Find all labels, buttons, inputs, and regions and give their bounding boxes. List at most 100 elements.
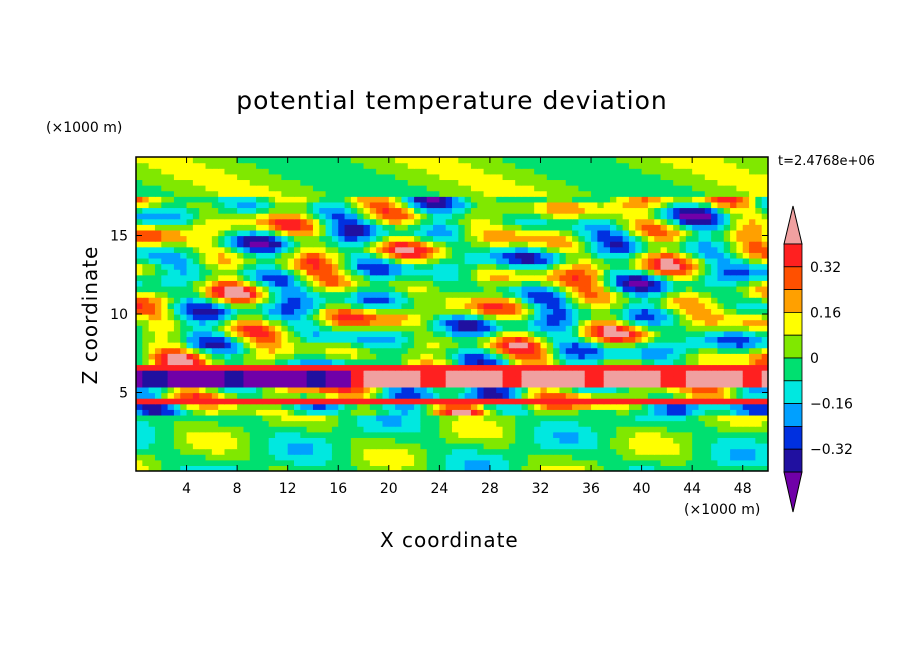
field-cell <box>407 386 415 394</box>
field-cell <box>439 431 447 438</box>
field-cell <box>559 370 567 377</box>
field-cell <box>262 196 270 203</box>
field-cell <box>161 459 169 466</box>
field-cell <box>357 347 365 354</box>
field-cell <box>553 257 561 265</box>
field-cell <box>300 325 308 332</box>
field-cell <box>205 224 213 231</box>
field-cell <box>192 459 200 466</box>
field-cell <box>388 308 396 315</box>
field-cell <box>268 190 276 197</box>
field-cell <box>666 229 674 237</box>
field-cell <box>603 420 611 427</box>
field-cell <box>218 207 226 214</box>
field-cell <box>376 207 384 214</box>
field-cell <box>673 336 681 343</box>
field-cell <box>666 314 674 321</box>
field-cell <box>230 392 238 399</box>
field-cell <box>692 358 700 366</box>
field-cell <box>616 330 624 338</box>
field-cell <box>717 246 725 253</box>
field-cell <box>502 213 510 220</box>
field-cell <box>142 347 150 354</box>
field-cell <box>281 392 289 399</box>
field-cell <box>262 319 270 326</box>
field-cell <box>426 280 434 287</box>
field-cell <box>401 190 409 197</box>
field-cell <box>281 291 289 298</box>
field-cell <box>192 465 200 471</box>
field-cell <box>641 280 649 287</box>
field-cell <box>641 454 649 461</box>
field-cell <box>205 308 213 315</box>
field-cell <box>673 375 681 382</box>
field-cell <box>692 190 700 197</box>
field-cell <box>161 465 169 471</box>
field-cell <box>704 420 712 427</box>
field-cell <box>376 454 384 461</box>
field-cell <box>692 342 700 349</box>
field-cell <box>414 426 421 433</box>
field-cell <box>331 325 339 332</box>
field-cell <box>711 437 719 444</box>
field-cell <box>477 263 485 270</box>
field-cell <box>395 218 403 225</box>
field-cell <box>319 437 327 444</box>
field-cell <box>610 409 617 416</box>
field-cell <box>300 291 308 298</box>
field-cell <box>553 196 561 203</box>
field-cell <box>603 414 611 422</box>
field-cell <box>319 448 327 455</box>
field-cell <box>723 448 731 455</box>
field-cell <box>331 302 339 309</box>
field-cell <box>470 308 478 315</box>
field-cell <box>407 241 415 248</box>
field-cell <box>622 426 630 433</box>
field-cell <box>736 257 744 265</box>
field-cell <box>730 353 737 360</box>
field-cell <box>433 213 440 220</box>
field-cell <box>426 442 434 450</box>
field-cell <box>350 398 358 405</box>
field-cell <box>161 431 169 438</box>
field-cell <box>433 252 440 259</box>
field-cell <box>275 274 282 281</box>
field-cell <box>167 370 175 377</box>
field-cell <box>192 308 200 315</box>
field-cell <box>224 403 232 410</box>
field-cell <box>230 381 238 388</box>
field-cell <box>660 426 668 433</box>
field-cell <box>685 358 693 366</box>
field-cell <box>578 213 586 220</box>
field-cell <box>338 442 346 450</box>
field-cell <box>249 257 257 265</box>
field-cell <box>628 190 636 197</box>
field-cell <box>439 297 447 304</box>
field-cell <box>426 465 434 471</box>
field-cell <box>628 325 636 332</box>
field-cell <box>704 465 712 471</box>
field-cell <box>325 409 333 416</box>
field-cell <box>186 454 194 461</box>
field-cell <box>470 364 478 371</box>
field-cell <box>647 336 655 343</box>
field-cell <box>363 235 371 242</box>
field-cell <box>237 280 245 287</box>
field-cell <box>698 285 706 293</box>
field-cell <box>420 448 428 455</box>
field-cell <box>230 269 238 276</box>
field-cell <box>452 196 459 203</box>
field-cell <box>192 297 200 304</box>
field-cell <box>508 274 516 281</box>
field-cell <box>142 280 150 287</box>
field-cell <box>136 459 143 466</box>
field-cell <box>262 465 270 471</box>
field-cell <box>749 431 756 438</box>
field-cell <box>610 314 617 321</box>
field-cell <box>161 213 169 220</box>
field-cell <box>376 241 384 248</box>
field-cell <box>502 280 510 287</box>
field-cell <box>154 308 162 315</box>
field-cell <box>186 459 194 466</box>
field-cell <box>262 297 270 304</box>
